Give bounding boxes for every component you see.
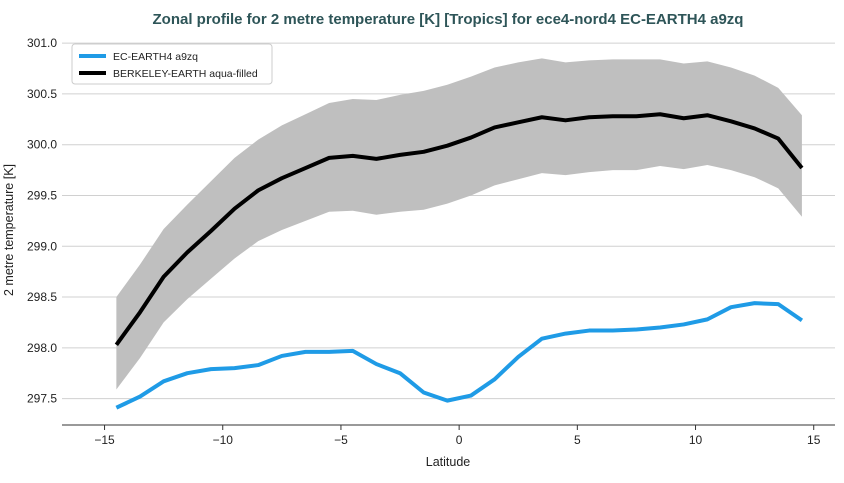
- y-tick-label: 298.5: [27, 290, 57, 304]
- chart-title: Zonal profile for 2 metre temperature [K…: [153, 11, 744, 28]
- x-tick-label: 10: [689, 433, 703, 447]
- legend-label-berkeley-earth: BERKELEY-EARTH aqua-filled: [113, 68, 258, 80]
- x-tick-label: −15: [94, 433, 115, 447]
- x-tick-label: −10: [213, 433, 234, 447]
- y-tick-label: 297.5: [27, 392, 57, 406]
- x-tick-label: 15: [807, 433, 821, 447]
- y-axis-label: 2 metre temperature [K]: [2, 164, 16, 296]
- series-line-ec-earth4: [116, 303, 802, 408]
- y-tick-label: 299.5: [27, 188, 57, 202]
- x-tick-label: 0: [456, 433, 463, 447]
- y-tick-label: 299.0: [27, 239, 57, 253]
- legend-label-ec-earth4: EC-EARTH4 a9zq: [113, 51, 198, 63]
- legend: EC-EARTH4 a9zq BERKELEY-EARTH aqua-fille…: [72, 44, 272, 84]
- y-tick-label: 298.0: [27, 341, 57, 355]
- x-tick-label: 5: [574, 433, 581, 447]
- y-tick-label: 301.0: [27, 36, 57, 50]
- x-ticks: −15 −10 −5 0 5 10 15: [94, 425, 820, 447]
- y-tick-label: 300.5: [27, 87, 57, 101]
- y-tick-label: 300.0: [27, 138, 57, 152]
- x-tick-label: −5: [334, 433, 348, 447]
- x-axis-label: Latitude: [426, 455, 471, 469]
- y-ticks: 297.5 298.0 298.5 299.0 299.5 300.0 300.5 301.0: [27, 36, 57, 405]
